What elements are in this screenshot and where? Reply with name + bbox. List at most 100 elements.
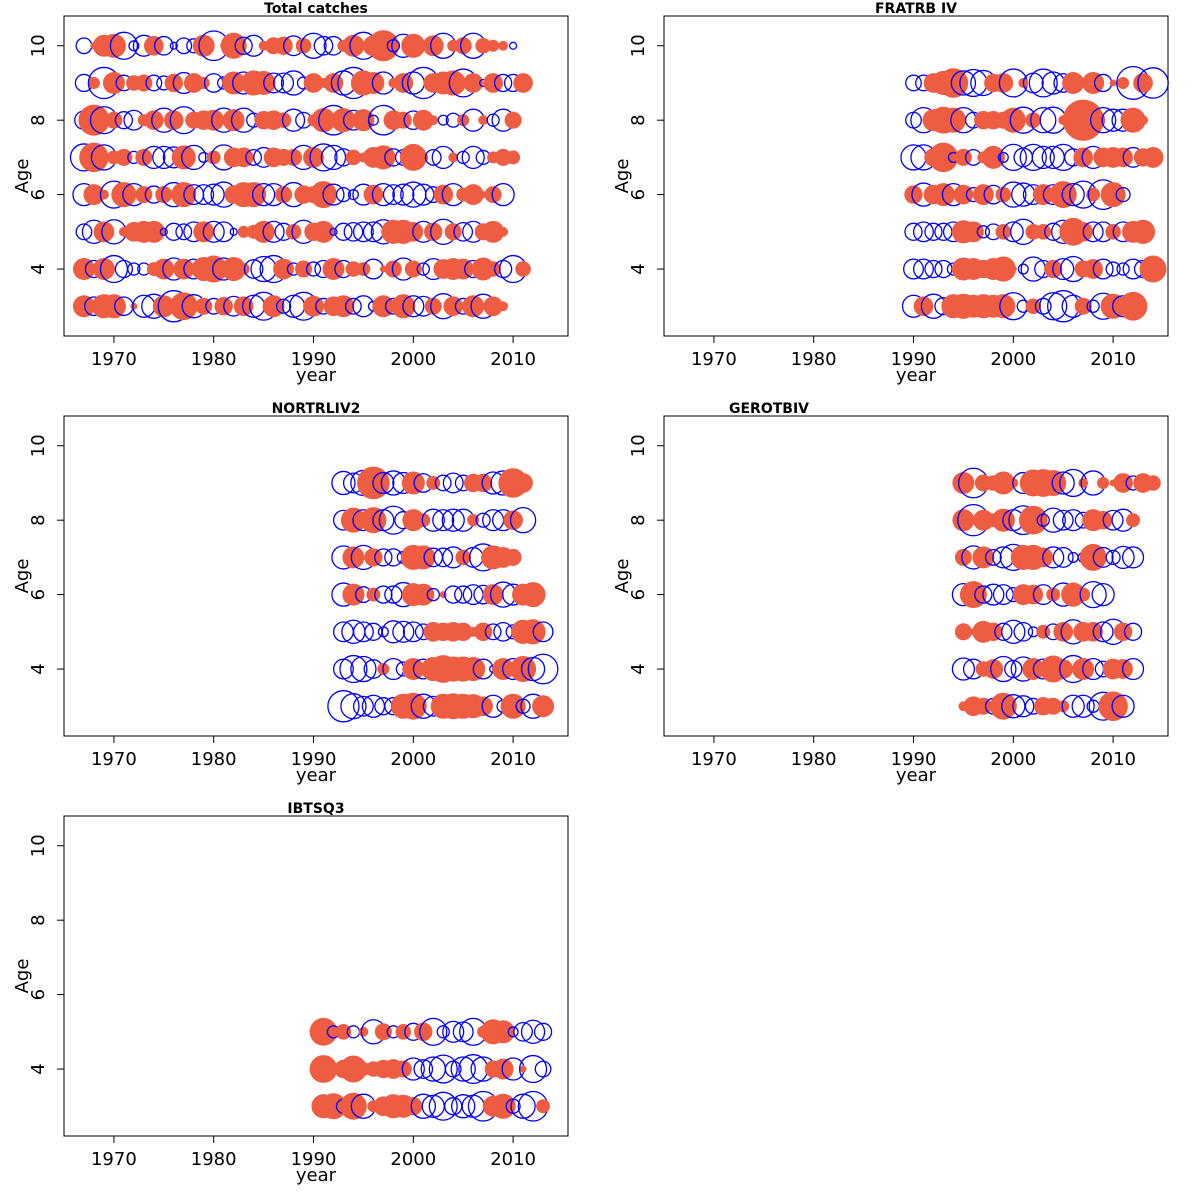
- bubble-positive: [362, 71, 385, 94]
- x-tick-label: 1970: [91, 349, 137, 370]
- x-axis-label: year: [296, 765, 337, 786]
- x-tick-label: 1990: [291, 1149, 337, 1170]
- bubble-negative: [951, 657, 976, 681]
- bubble-positive: [358, 1026, 369, 1037]
- bubble-positive: [1082, 71, 1105, 94]
- bubble-positive: [483, 73, 503, 93]
- bubble-positive: [273, 258, 294, 280]
- bubble-positive: [931, 183, 955, 207]
- bubble-positive: [452, 258, 474, 280]
- bubble-positive: [1117, 76, 1130, 90]
- bubble-negative: [331, 470, 356, 496]
- bubble-positive: [1138, 115, 1148, 126]
- bubble-positive: [1057, 700, 1070, 713]
- bubble-negative: [372, 471, 395, 495]
- bubble-negative: [1012, 695, 1035, 718]
- bubble-positive: [490, 1093, 516, 1119]
- panel-title: GEROTBIV: [729, 401, 809, 417]
- bubble-positive: [142, 220, 165, 243]
- bubble-negative: [1030, 106, 1057, 134]
- bubble-positive: [972, 509, 994, 531]
- bubble-negative: [1111, 694, 1135, 718]
- bubble-negative: [900, 144, 927, 171]
- bubble-positive: [1081, 108, 1106, 133]
- bubbles: [309, 1017, 553, 1122]
- bubble-positive: [411, 545, 436, 570]
- bubble-positive: [401, 471, 425, 495]
- bubble-positive: [444, 223, 462, 241]
- y-tick-label: 8: [28, 514, 49, 525]
- bubble-positive: [1130, 219, 1156, 244]
- bubble-negative: [444, 585, 463, 604]
- bubble-negative: [1089, 106, 1117, 134]
- bubble-negative: [905, 111, 922, 129]
- bubble-negative: [508, 41, 518, 50]
- bubble-negative: [392, 183, 415, 206]
- bubble-positive: [101, 33, 126, 58]
- bubble-negative: [309, 143, 338, 172]
- bubble-positive: [1062, 71, 1085, 94]
- bubble-negative: [1034, 297, 1052, 315]
- bubble-positive: [1009, 265, 1017, 273]
- bubble-positive: [454, 37, 472, 55]
- bubble-positive: [991, 294, 1016, 319]
- bubble-positive: [311, 108, 336, 133]
- bubble-negative: [347, 189, 359, 201]
- bubble-positive: [928, 142, 959, 173]
- bubble-negative: [142, 145, 166, 170]
- bubble-positive: [339, 1055, 367, 1083]
- bubble-negative: [461, 145, 485, 170]
- bubble-negative: [527, 653, 559, 685]
- bubble-negative: [202, 183, 225, 206]
- bubble-negative: [410, 1093, 436, 1119]
- bubble-positive: [303, 295, 324, 317]
- bubble-negative: [114, 111, 134, 130]
- bubble-positive: [87, 76, 100, 90]
- bubble-positive: [462, 184, 484, 206]
- y-axis-label: Age: [612, 559, 633, 594]
- bubble-positive: [1086, 187, 1101, 202]
- y-tick-label: 4: [628, 663, 649, 674]
- bubble-positive: [428, 115, 439, 126]
- bubble-positive: [414, 1022, 433, 1042]
- bubble-positive: [463, 73, 484, 93]
- bubble-negative: [1115, 186, 1131, 203]
- bubble-positive: [155, 186, 173, 204]
- bubbles: [327, 466, 559, 723]
- panel-fratrb-iv: FRATRB IV 1970 1980 1990 2000 2010 year 4 6 8 10 Ag…: [612, 1, 1169, 386]
- bubble-positive: [995, 186, 1012, 203]
- bubble-positive: [237, 262, 250, 276]
- y-axis-label: Age: [12, 159, 33, 194]
- y-tick-label: 8: [28, 114, 49, 125]
- bubble-negative: [1102, 509, 1124, 531]
- bubble-positive: [364, 548, 383, 567]
- x-tick-label: 2010: [490, 1149, 536, 1170]
- bubble-negative: [1000, 181, 1027, 208]
- bubble-positive: [309, 1055, 338, 1083]
- bubble-negative: [175, 223, 193, 241]
- bubble-positive: [1061, 582, 1086, 607]
- bubble-negative: [912, 221, 934, 243]
- y-axis-label: Age: [12, 559, 33, 594]
- y-tick-label: 4: [28, 1063, 49, 1074]
- bubble-positive: [498, 226, 509, 237]
- bubble-positive: [952, 509, 975, 532]
- bubble-negative: [434, 474, 452, 492]
- bubble-negative: [1111, 545, 1135, 570]
- y-tick-label: 8: [628, 114, 649, 125]
- bubble-negative: [352, 295, 375, 318]
- bubble-negative: [343, 221, 364, 242]
- bubble-positive: [303, 73, 324, 93]
- bubble-positive: [454, 622, 473, 642]
- x-tick-label: 1980: [191, 749, 237, 770]
- x-tick-label: 2000: [990, 749, 1036, 770]
- bubble-positive: [233, 296, 254, 317]
- bubble-negative: [1039, 292, 1068, 321]
- bubble-negative: [202, 220, 225, 243]
- bubble-negative: [997, 151, 1009, 163]
- bubble-negative: [461, 1094, 485, 1118]
- bubble-positive: [462, 295, 485, 318]
- x-tick-label: 1980: [191, 1149, 237, 1170]
- bubble-negative: [175, 37, 193, 55]
